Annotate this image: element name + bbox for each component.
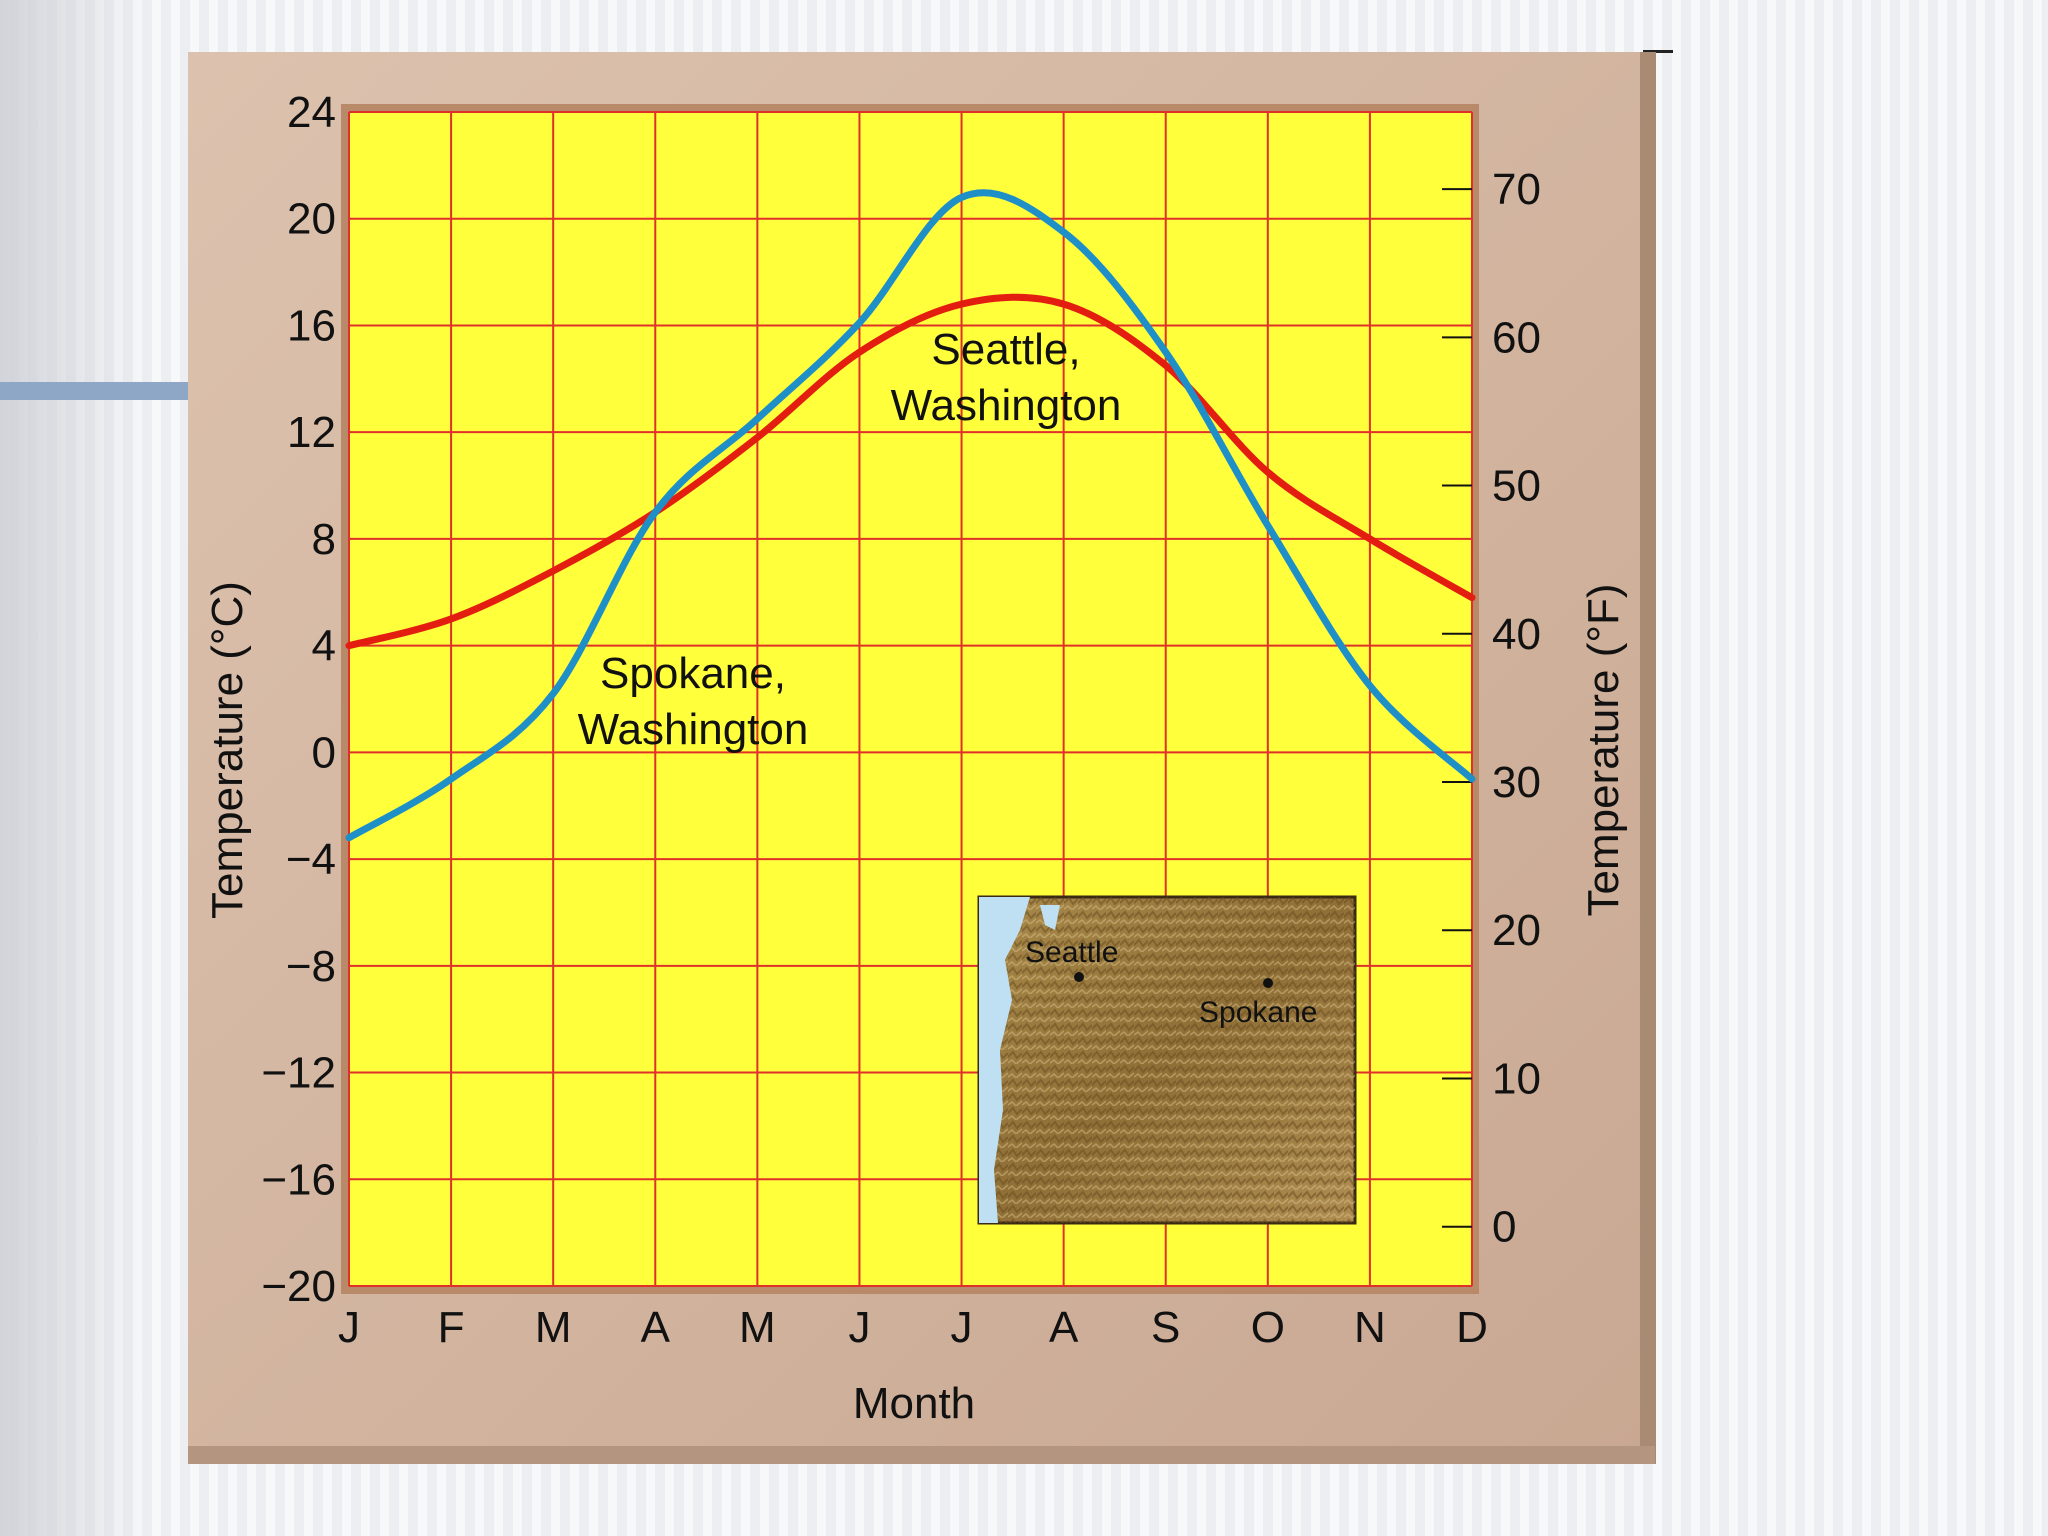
y-tick-label-celsius: −16 xyxy=(261,1155,336,1204)
map-sound xyxy=(1040,905,1060,930)
y-axis-celsius: 24 20 16 12 8 4 0 −4 −8 −12 −16 −20 xyxy=(261,88,336,1311)
map-label-seattle: Seattle xyxy=(1025,936,1118,969)
slide-background-shade xyxy=(0,0,150,1536)
y-tick-label-celsius: −4 xyxy=(286,835,336,884)
seattle-label-line1: Seattle, xyxy=(931,325,1080,374)
y-tick-label-fahrenheit: 40 xyxy=(1492,610,1541,659)
y-tick-label-celsius: 12 xyxy=(287,408,336,457)
x-tick-label-month: A xyxy=(641,1303,671,1352)
y-tick-label-fahrenheit: 10 xyxy=(1492,1054,1541,1103)
map-water xyxy=(979,897,1030,1223)
y-tick-label-fahrenheit: 20 xyxy=(1492,906,1541,955)
spokane-label-line2: Washington xyxy=(578,705,809,754)
spokane-map-dot xyxy=(1263,978,1273,988)
x-tick-label-month: M xyxy=(535,1303,572,1352)
spokane-label-line1: Spokane, xyxy=(600,649,786,698)
y-axis-fahrenheit: 70 60 50 40 30 20 10 0 xyxy=(1442,165,1541,1252)
y-tick-label-fahrenheit: 70 xyxy=(1492,165,1541,214)
y-axis-title-celsius: Temperature (°C) xyxy=(203,581,252,919)
x-tick-label-month: A xyxy=(1049,1303,1079,1352)
y-tick-label-celsius: 20 xyxy=(287,195,336,244)
y-tick-label-celsius: −20 xyxy=(261,1262,336,1311)
x-tick-label-month: N xyxy=(1354,1303,1386,1352)
y-tick-label-celsius: 4 xyxy=(312,622,336,671)
seattle-temperature-line xyxy=(345,293,1476,650)
inset-map: Seattle Spokane xyxy=(977,895,1357,1225)
figure-frame-bottom xyxy=(188,1446,1655,1464)
y-tick-label-fahrenheit: 50 xyxy=(1492,462,1541,511)
x-tick-label-month: J xyxy=(338,1303,360,1352)
y-tick-label-fahrenheit: 30 xyxy=(1492,758,1541,807)
y-tick-label-celsius: 0 xyxy=(312,728,336,777)
x-tick-label-month: O xyxy=(1251,1303,1285,1352)
x-tick-label-month: M xyxy=(739,1303,776,1352)
x-tick-label-month: D xyxy=(1456,1303,1488,1352)
slide-corner-mark xyxy=(1643,50,1673,53)
seattle-label-line2: Washington xyxy=(891,381,1122,430)
y-tick-label-celsius: −8 xyxy=(286,942,336,991)
x-tick-label-month: S xyxy=(1151,1303,1180,1352)
y-tick-label-celsius: 8 xyxy=(312,515,336,564)
figure-frame-edge xyxy=(1640,52,1656,1464)
x-tick-label-month: J xyxy=(951,1303,973,1352)
spokane-temperature-line xyxy=(345,189,1476,842)
y-axis-title-fahrenheit: Temperature (°F) xyxy=(1579,583,1628,916)
map-label-spokane: Spokane xyxy=(1199,996,1317,1029)
slide-accent-bar xyxy=(0,382,188,400)
x-tick-label-month: F xyxy=(438,1303,465,1352)
y-tick-label-fahrenheit: 0 xyxy=(1492,1203,1516,1252)
y-tick-label-celsius: 16 xyxy=(287,301,336,350)
y-tick-label-celsius: −12 xyxy=(261,1049,336,1098)
y-tick-label-fahrenheit: 60 xyxy=(1492,313,1541,362)
x-tick-label-month: J xyxy=(848,1303,870,1352)
series-lines xyxy=(345,189,1476,842)
chart-grid xyxy=(348,111,1473,1287)
x-axis-title: Month xyxy=(853,1379,975,1428)
y-tick-label-celsius: 24 xyxy=(287,88,336,137)
seattle-map-dot xyxy=(1074,972,1084,982)
